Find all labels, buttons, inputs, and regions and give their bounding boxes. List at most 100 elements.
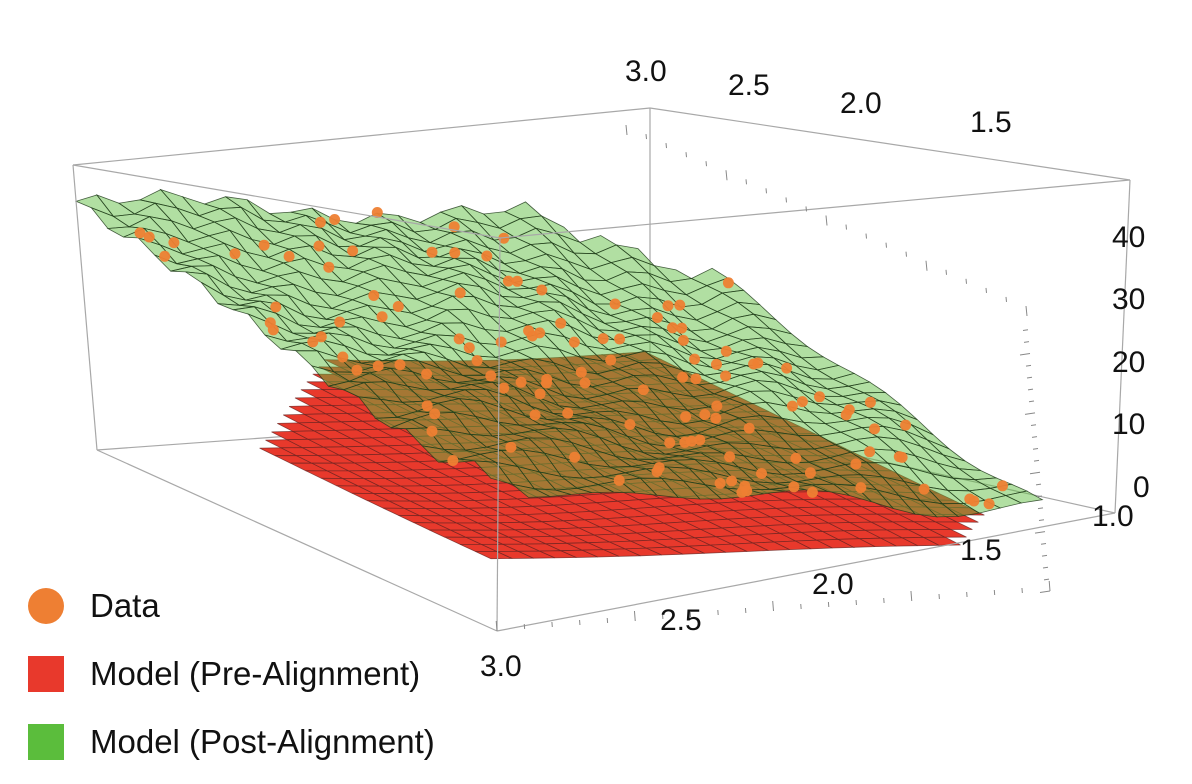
x-axis-tick-mark [1048,580,1051,592]
y-tick-label: 3.0 [625,55,667,88]
z-axis-tick-mark [1019,353,1031,356]
data-point [711,400,723,412]
data-point [376,311,388,323]
box-edge [496,237,501,632]
x-tick-label: 2.0 [812,568,854,601]
data-point [614,333,626,345]
data-point [372,360,384,372]
data-point [315,331,327,343]
y-axis-tick-mark [845,224,847,230]
y-axis-tick-mark [785,197,787,203]
data-point [677,371,689,383]
data-point [674,299,686,311]
data-point [726,475,738,487]
z-axis-tick-mark [1024,412,1036,415]
data-point [454,287,466,299]
data-point [449,247,461,259]
data-point [351,364,363,376]
z-axis-tick-mark [1032,448,1039,450]
data-point [680,411,692,423]
z-axis-tick-mark [1027,388,1034,391]
y-axis-tick-mark [1005,296,1007,302]
z-axis-tick-mark [1037,507,1044,510]
y-axis-tick-mark [645,134,647,140]
y-tick-label: 2.5 [728,69,770,102]
z-tick-label: 10 [1112,408,1145,441]
y-axis-tick-mark [745,179,747,185]
data-point [864,446,876,458]
data-point [736,486,748,498]
surface-cell-pre [935,521,973,530]
z-axis-tick-mark [1038,519,1045,521]
data-point [429,408,441,420]
z-axis-tick-mark [1030,424,1037,426]
data-point [664,437,676,449]
data-point [788,481,800,493]
y-axis-tick-mark [925,260,928,271]
data-point [371,207,383,218]
data-point [134,227,146,239]
legend-swatch-post-alignment [28,724,64,760]
data-point [869,423,880,435]
y-axis-tick-mark [805,206,807,212]
data-point [806,486,818,498]
data-point [804,467,816,479]
y-axis-tick-mark [865,233,867,239]
data-point [502,275,514,287]
data-point [613,474,625,486]
data-point [724,451,736,463]
z-axis-tick-mark [1043,578,1050,581]
box-edge [496,512,1116,632]
x-tick-label: 2.5 [660,604,702,637]
z-axis-tick-mark [1034,531,1046,534]
data-point [143,231,155,243]
data-point [534,388,546,400]
data-point [720,370,732,382]
data-point [637,384,649,396]
x-axis-tick-mark [910,590,913,602]
data-point [421,400,433,412]
x-axis-tick-labels: 1.0 1.5 2.0 2.5 3.0 [480,500,1134,683]
box-edge [649,107,1131,181]
legend-item-pre-alignment: Model (Pre-Alignment) [28,640,435,708]
data-point [605,354,617,366]
x-tick-label: 3.0 [480,650,522,683]
z-axis-tick-mark [1035,483,1042,486]
z-axis-tick-mark [1031,436,1038,438]
y-axis-tick-mark [725,170,728,181]
y-axis-tick-mark [1025,305,1028,317]
z-axis-tick-mark [1033,459,1040,462]
data-point [667,322,678,334]
z-axis-tick-mark [1023,341,1030,343]
y-axis-tick-mark [625,124,628,136]
surface-post-alignment [74,188,1044,518]
data-point [426,425,438,437]
legend-label: Model (Pre-Alignment) [90,655,421,692]
box-edge [72,107,651,166]
z-axis-tick-mark [1029,471,1041,475]
data-point [168,237,180,249]
data-point [743,422,755,434]
z-axis-tick-mark [1026,376,1033,379]
data-point [523,325,535,337]
y-axis-tick-labels: 1.5 2.0 2.5 3.0 [625,55,1012,139]
data-point [511,275,523,287]
data-point [421,368,433,380]
z-tick-label: 20 [1112,346,1145,379]
y-axis-tick-mark [905,251,907,257]
z-tick-label: 40 [1112,221,1145,254]
data-point [368,290,380,301]
legend-swatch-pre-alignment [28,656,64,692]
data-point [752,357,764,369]
y-axis-tick-mark [665,143,667,149]
data-point [270,301,282,313]
legend-swatch-data [28,588,64,624]
x-axis-tick-mark [772,600,774,612]
z-axis-tick-mark [1042,566,1049,569]
data-point [392,301,404,312]
data-point [997,480,1008,492]
data-point [307,336,319,348]
y-axis-tick-mark [965,278,967,284]
data-point [529,409,541,421]
